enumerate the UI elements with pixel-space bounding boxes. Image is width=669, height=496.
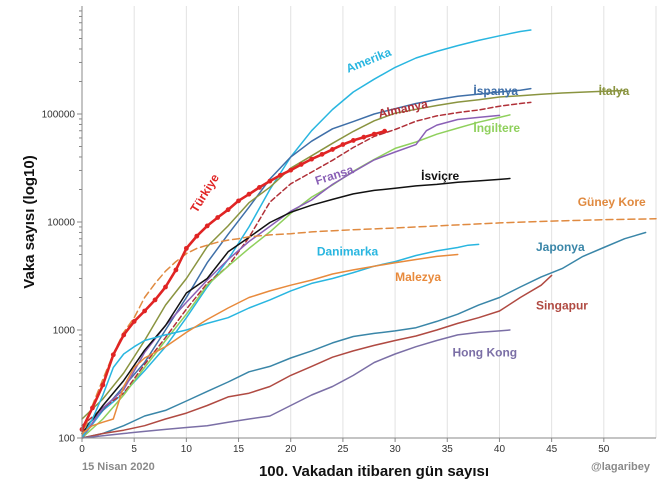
series-label-amerika: Amerika — [344, 45, 393, 76]
series-line-singapur — [81, 274, 553, 439]
data-point-turkiye — [204, 223, 210, 229]
series-line-ingiltere — [81, 114, 511, 439]
y-tick-label: 100 — [58, 434, 75, 445]
data-point-turkiye — [90, 405, 95, 411]
data-point-turkiye — [340, 142, 346, 147]
series-label-almanya: Almanya — [377, 97, 429, 121]
series-line-almanya — [81, 101, 532, 427]
series-label-singapur: Singapur — [536, 298, 588, 312]
data-point-turkiye — [163, 284, 168, 290]
data-point-turkiye — [173, 267, 179, 273]
y-axis-title: Vaka sayısı (log10) — [21, 155, 38, 288]
data-point-turkiye — [100, 382, 106, 388]
data-point-turkiye — [309, 156, 314, 162]
series-label-hong-kong: Hong Kong — [452, 345, 517, 359]
series-line-danimarka — [81, 243, 480, 439]
series-line-ispanya — [81, 87, 532, 431]
x-tick-label: 25 — [337, 444, 349, 455]
series-line-amerika — [81, 29, 532, 439]
x-tick-label: 45 — [546, 444, 558, 455]
data-point-turkiye — [142, 308, 148, 314]
data-point-turkiye — [225, 207, 231, 213]
series-label-turkiye: Türkiye — [187, 171, 222, 215]
series-label-guney-kore: Güney Kore — [578, 195, 646, 209]
data-point-turkiye — [382, 128, 388, 134]
series-label-ingiltere: İngiltere — [473, 120, 520, 135]
grid — [133, 6, 657, 438]
x-tick-label: 5 — [131, 444, 137, 455]
data-point-turkiye — [288, 167, 294, 173]
axes: 100 1000 10000 100000 0 5 10 15 20 25 30 35 40 45 50 — [42, 6, 656, 455]
data-point-turkiye — [121, 332, 127, 338]
series-label-japonya: Japonya — [536, 240, 585, 254]
credit: @lagaribey — [591, 461, 651, 473]
x-tick-label: 40 — [494, 444, 506, 455]
data-point-turkiye — [257, 185, 262, 190]
x-tick-label: 15 — [233, 444, 245, 455]
series-label-italya: İtalya — [599, 83, 630, 98]
date-note: 15 Nisan 2020 — [82, 461, 155, 473]
data-point-turkiye — [371, 131, 377, 137]
x-tick-label: 10 — [181, 444, 193, 455]
x-tick-label: 50 — [598, 444, 610, 455]
data-point-turkiye — [277, 172, 283, 178]
x-tick-label: 20 — [285, 444, 297, 455]
series-line-japonya — [81, 231, 647, 439]
data-point-turkiye — [350, 138, 356, 143]
series-label-ispanya: İspanya — [473, 83, 518, 98]
y-tick-label: 10000 — [47, 218, 75, 229]
x-tick-label: 0 — [79, 444, 85, 455]
series-label-danimarka: Danimarka — [317, 244, 379, 258]
series-line-italya — [81, 89, 626, 420]
series-line-malezya — [81, 253, 459, 435]
series-label-isvicre: İsviçre — [421, 168, 459, 183]
data-point-turkiye — [215, 215, 221, 220]
data-point-turkiye — [246, 191, 252, 197]
data-point-turkiye — [361, 134, 367, 140]
x-axis-title: 100. Vakadan itibaren gün sayısı — [259, 463, 489, 480]
data-point-turkiye — [183, 245, 189, 251]
data-point-turkiye — [330, 147, 335, 152]
data-point-turkiye — [152, 297, 158, 303]
data-point-turkiye — [110, 352, 116, 358]
x-tick-label: 35 — [442, 444, 454, 455]
y-tick-label: 100000 — [42, 110, 76, 121]
data-point-turkiye — [298, 162, 304, 167]
series-line-isvicre — [81, 177, 511, 435]
series-line-guney-kore — [81, 218, 657, 439]
data-point-turkiye — [267, 178, 273, 184]
data-point-turkiye — [236, 198, 241, 204]
data-point-turkiye — [319, 151, 325, 157]
series-label-malezya: Malezya — [395, 270, 441, 284]
y-tick-label: 1000 — [53, 326, 76, 337]
x-tick-label: 30 — [390, 444, 402, 455]
series-layer — [79, 29, 657, 439]
data-point-turkiye — [194, 233, 200, 239]
series-line-hong-kong — [81, 329, 511, 439]
data-point-turkiye — [131, 319, 137, 324]
